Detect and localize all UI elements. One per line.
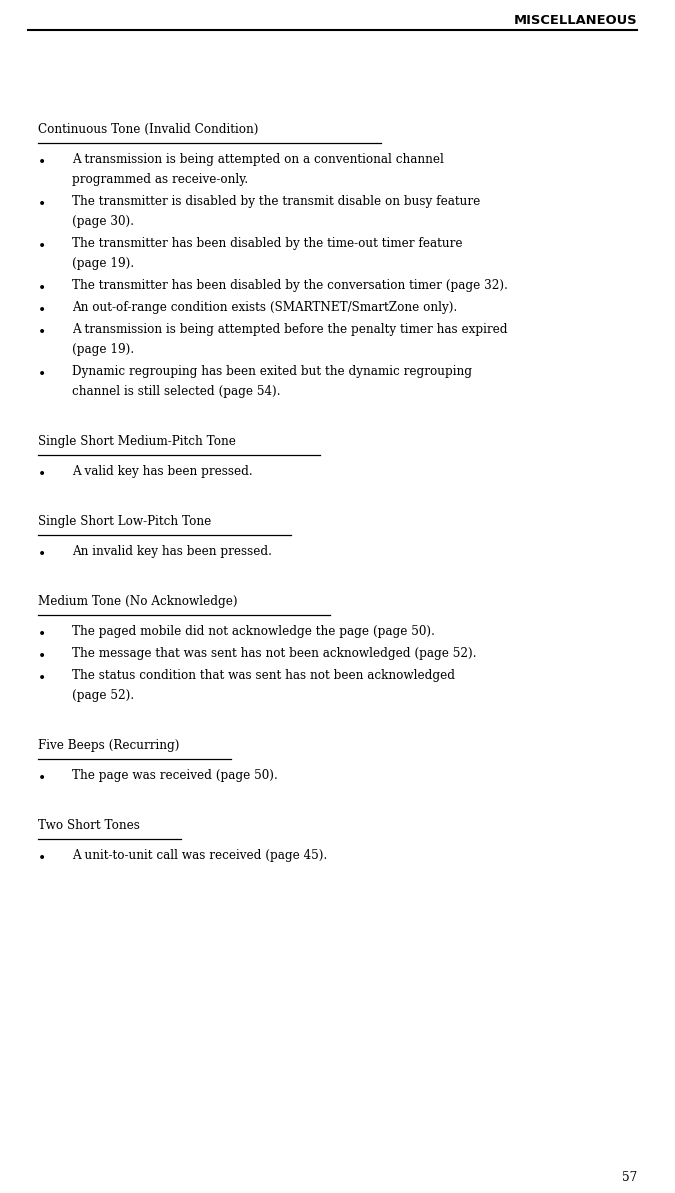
Text: A transmission is being attempted on a conventional channel: A transmission is being attempted on a c… <box>72 153 444 166</box>
Text: Continuous Tone (Invalid Condition): Continuous Tone (Invalid Condition) <box>38 123 259 136</box>
Text: •: • <box>38 772 47 786</box>
Text: Single Short Medium-Pitch Tone: Single Short Medium-Pitch Tone <box>38 435 236 449</box>
Text: (page 19).: (page 19). <box>72 256 134 270</box>
Text: An out-of-range condition exists (SMARTNET/SmartZone only).: An out-of-range condition exists (SMARTN… <box>72 301 457 314</box>
Text: •: • <box>38 548 47 562</box>
Text: •: • <box>38 326 47 340</box>
Text: •: • <box>38 198 47 212</box>
Text: •: • <box>38 650 47 665</box>
Text: channel is still selected (page 54).: channel is still selected (page 54). <box>72 385 281 398</box>
Text: •: • <box>38 367 47 382</box>
Text: •: • <box>38 468 47 482</box>
Text: The message that was sent has not been acknowledged (page 52).: The message that was sent has not been a… <box>72 647 477 660</box>
Text: The page was received (page 50).: The page was received (page 50). <box>72 769 277 781</box>
Text: Medium Tone (No Acknowledge): Medium Tone (No Acknowledge) <box>38 595 238 608</box>
Text: Five Beeps (Recurring): Five Beeps (Recurring) <box>38 738 180 752</box>
Text: •: • <box>38 156 47 169</box>
Text: (page 19).: (page 19). <box>72 344 134 356</box>
Text: •: • <box>38 240 47 254</box>
Text: A unit-to-unit call was received (page 45).: A unit-to-unit call was received (page 4… <box>72 849 327 863</box>
Text: The paged mobile did not acknowledge the page (page 50).: The paged mobile did not acknowledge the… <box>72 625 435 638</box>
Text: Dynamic regrouping has been exited but the dynamic regrouping: Dynamic regrouping has been exited but t… <box>72 365 472 378</box>
Text: The transmitter is disabled by the transmit disable on busy feature: The transmitter is disabled by the trans… <box>72 194 480 208</box>
Text: •: • <box>38 852 47 866</box>
Text: (page 30).: (page 30). <box>72 215 134 228</box>
Text: programmed as receive-only.: programmed as receive-only. <box>72 173 248 186</box>
Text: The transmitter has been disabled by the time-out timer feature: The transmitter has been disabled by the… <box>72 237 462 251</box>
Text: Two Short Tones: Two Short Tones <box>38 820 140 832</box>
Text: The transmitter has been disabled by the conversation timer (page 32).: The transmitter has been disabled by the… <box>72 279 508 292</box>
Text: 57: 57 <box>622 1172 637 1183</box>
Text: •: • <box>38 672 47 686</box>
Text: Single Short Low-Pitch Tone: Single Short Low-Pitch Tone <box>38 515 211 528</box>
Text: A valid key has been pressed.: A valid key has been pressed. <box>72 465 252 478</box>
Text: An invalid key has been pressed.: An invalid key has been pressed. <box>72 545 272 558</box>
Text: (page 52).: (page 52). <box>72 690 134 701</box>
Text: A transmission is being attempted before the penalty timer has expired: A transmission is being attempted before… <box>72 323 508 336</box>
Text: •: • <box>38 628 47 642</box>
Text: The status condition that was sent has not been acknowledged: The status condition that was sent has n… <box>72 669 455 682</box>
Text: •: • <box>38 304 47 319</box>
Text: •: • <box>38 282 47 296</box>
Text: MISCELLANEOUS: MISCELLANEOUS <box>514 14 637 27</box>
